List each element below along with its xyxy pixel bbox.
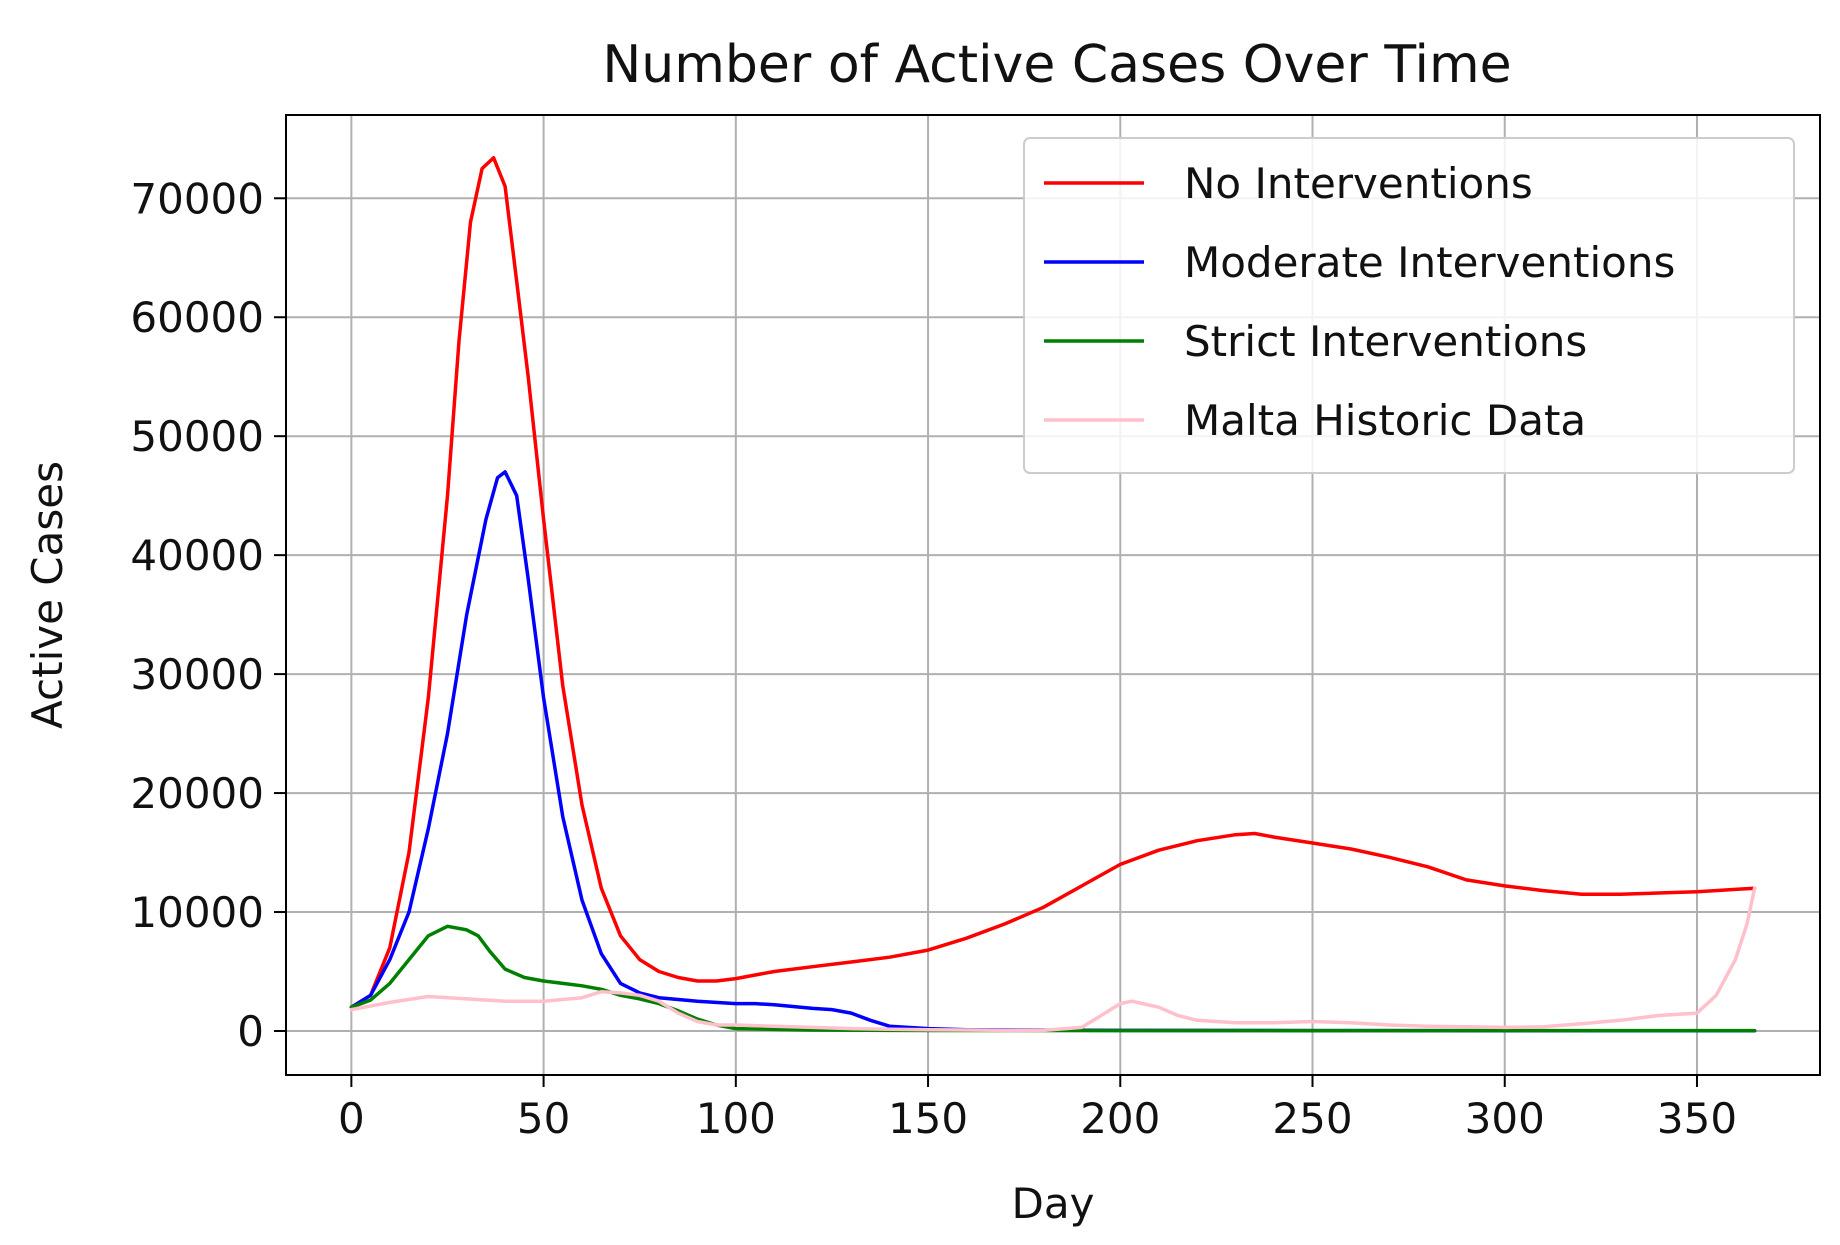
legend-entries: No Interventions Moderate Interventions St… (1044, 159, 1675, 445)
plot-frame (285, 114, 1821, 1076)
legend-label: No Interventions (1184, 159, 1533, 208)
legend-label: Malta Historic Data (1184, 396, 1586, 445)
y-tick-label: 10000 (130, 888, 264, 937)
series-line (349, 156, 1757, 1009)
x-tick-label: 50 (517, 1094, 570, 1143)
series-lines (349, 156, 1757, 1033)
series-line (349, 886, 1757, 1033)
y-tick-label: 0 (237, 1007, 264, 1056)
x-tick-label: 0 (338, 1094, 365, 1143)
x-axis-ticks: 0 50 100 150 200 250 300 350 (338, 1075, 1737, 1143)
x-tick-label: 350 (1657, 1094, 1737, 1143)
y-tick-label: 60000 (130, 293, 264, 342)
x-tick-label: 250 (1272, 1094, 1352, 1143)
y-tick-label: 50000 (130, 412, 264, 461)
x-tick-label: 300 (1465, 1094, 1545, 1143)
chart-title: Number of Active Cases Over Time (602, 35, 1511, 95)
legend: No Interventions Moderate Interventions St… (1023, 137, 1795, 474)
series-line (349, 470, 1757, 1033)
legend-label: Strict Interventions (1184, 317, 1587, 366)
y-tick-label: 20000 (130, 769, 264, 818)
y-tick-label: 30000 (130, 650, 264, 699)
y-axis-label: Active Cases (23, 461, 72, 729)
x-tick-label: 100 (696, 1094, 776, 1143)
legend-label: Moderate Interventions (1184, 238, 1675, 287)
x-tick-label: 200 (1080, 1094, 1160, 1143)
x-tick-label: 150 (888, 1094, 968, 1143)
legend-box (1023, 137, 1795, 474)
y-tick-label: 40000 (130, 531, 264, 580)
y-tick-label: 70000 (130, 174, 264, 223)
y-axis-ticks: 0 10000 20000 30000 40000 50000 60000 70000 (130, 174, 286, 1056)
x-axis-label: Day (1012, 1179, 1095, 1228)
